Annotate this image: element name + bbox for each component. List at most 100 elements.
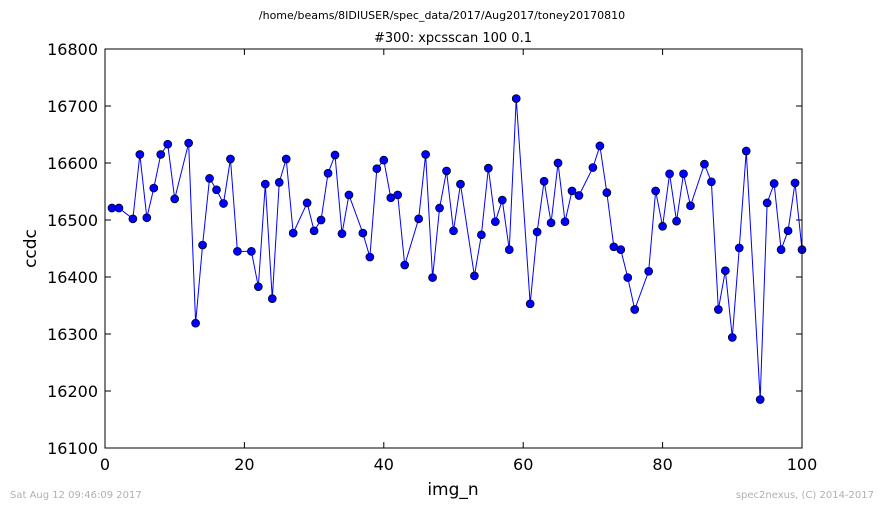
data-point [755, 395, 765, 404]
data-point [260, 179, 270, 189]
data-point [727, 333, 737, 342]
data-point [400, 260, 410, 270]
data-point [720, 266, 730, 276]
data-point [595, 141, 605, 151]
data-point [135, 150, 145, 159]
data-point [274, 178, 284, 187]
data-point [470, 271, 479, 281]
data-point [546, 218, 556, 228]
data-point [769, 179, 779, 188]
data-point [490, 217, 500, 227]
data-point [588, 163, 598, 172]
data-point [428, 273, 437, 282]
footer-credit: spec2nexus, (C) 2014-2017 [736, 490, 874, 501]
data-point [372, 164, 382, 174]
x-axis-label: img_n [427, 480, 478, 500]
data-point [497, 195, 507, 205]
data-point [365, 252, 375, 262]
x-tick-label: 60 [513, 455, 533, 474]
y-tick-label: 16800 [47, 40, 98, 59]
data-point [281, 154, 291, 164]
data-point [191, 318, 200, 328]
data-point [128, 214, 138, 224]
data-point [734, 243, 744, 253]
data-point [686, 201, 695, 211]
x-tick-label: 20 [234, 455, 254, 474]
data-point [477, 230, 486, 240]
data-point [379, 155, 389, 165]
data-point [553, 158, 563, 168]
data-point [219, 199, 228, 208]
data-point [700, 159, 709, 169]
data-point [623, 273, 633, 282]
data-point [170, 194, 180, 204]
x-tick-label: 0 [100, 455, 110, 474]
data-point [142, 213, 152, 223]
data-point [630, 305, 640, 314]
axis-ticks: 0 20 40 60 80 100 16100 16200 16300 16400 16500 166… [47, 40, 817, 474]
footer-timestamp: Sat Aug 12 09:46:09 2017 [10, 490, 142, 501]
data-point [456, 179, 465, 189]
data-point [602, 188, 612, 197]
x-tick-label: 80 [652, 455, 672, 474]
data-point [532, 227, 542, 237]
data-point [156, 150, 166, 159]
data-point [393, 190, 403, 200]
data-point [574, 191, 584, 200]
data-point [421, 150, 430, 159]
data-point [435, 203, 444, 213]
axes-frame [104, 48, 803, 449]
data-point [253, 282, 263, 292]
data-point [442, 166, 451, 176]
data-point [651, 186, 660, 196]
data-point [358, 228, 368, 238]
data-point [316, 215, 326, 225]
data-point [762, 198, 772, 208]
y-tick-label: 16600 [47, 154, 98, 173]
y-tick-label: 16500 [47, 211, 98, 230]
data-point [790, 178, 800, 188]
data-point [330, 150, 340, 160]
data-point [449, 226, 458, 236]
data-point [226, 154, 235, 164]
data-point [149, 183, 159, 193]
data-point [560, 217, 570, 227]
data-point [184, 138, 193, 148]
data-point [672, 216, 681, 226]
data-point [302, 198, 312, 208]
data-point [644, 266, 654, 276]
data-point [288, 228, 298, 238]
data-point [233, 247, 242, 256]
data-point [484, 163, 493, 173]
data-point [707, 177, 716, 187]
data-point [504, 245, 514, 254]
y-tick-label: 16700 [47, 97, 98, 116]
data-point [665, 169, 674, 179]
y-axis-label: ccdc [21, 229, 41, 268]
y-tick-label: 16200 [47, 382, 98, 401]
data-point [309, 226, 319, 236]
data-point [658, 221, 667, 231]
data-point [247, 247, 256, 256]
data-point [267, 294, 277, 304]
y-tick-label: 16400 [47, 268, 98, 287]
data-point [783, 226, 793, 236]
data-point [679, 169, 688, 179]
chart-suptitle: /home/beams/8IDIUSER/spec_data/2017/Aug2… [259, 9, 625, 22]
data-point [525, 299, 535, 309]
data-point [776, 245, 786, 254]
data-point [337, 229, 347, 239]
data-point [198, 240, 207, 250]
data-point [741, 146, 751, 156]
data-point [414, 214, 423, 224]
data-point [114, 203, 124, 213]
data-point [205, 174, 214, 183]
data-point [539, 176, 549, 186]
chart-title: #300: xpcsscan 100 0.1 [374, 31, 532, 46]
series-line [111, 98, 803, 400]
plot-area [107, 94, 807, 404]
data-point [714, 305, 723, 314]
y-tick-label: 16300 [47, 325, 98, 344]
data-point [511, 94, 521, 103]
